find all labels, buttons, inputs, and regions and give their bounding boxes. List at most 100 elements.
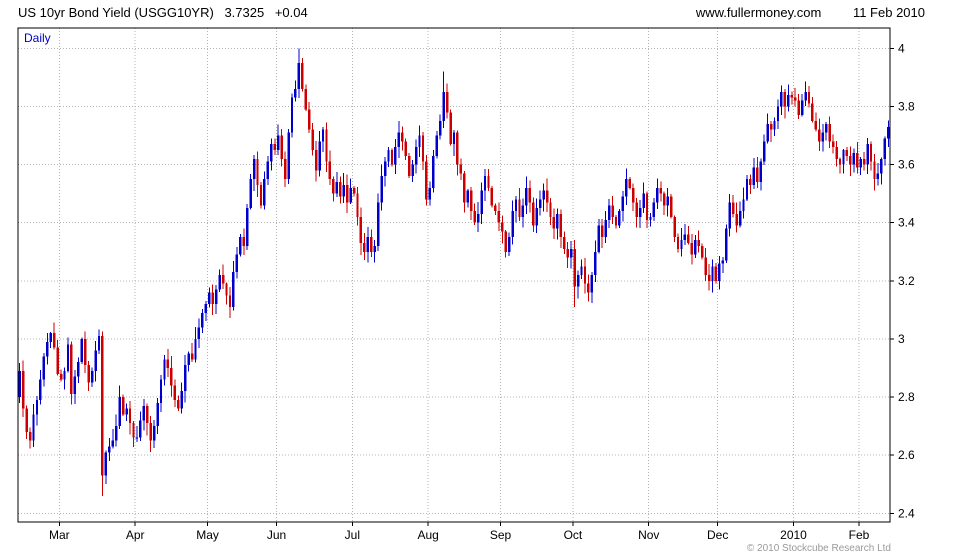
candle-body xyxy=(349,187,352,203)
candle-body xyxy=(597,225,600,252)
candle-body xyxy=(535,208,538,226)
candle-body xyxy=(283,158,287,180)
candle-body xyxy=(638,208,642,217)
candle xyxy=(569,240,573,269)
candle xyxy=(115,414,118,447)
candle xyxy=(532,197,535,233)
candle-body xyxy=(669,196,673,217)
candle xyxy=(590,271,594,303)
candle xyxy=(77,357,80,383)
candle xyxy=(401,126,404,151)
candle xyxy=(449,109,452,146)
candle-body xyxy=(163,359,166,380)
candle-body xyxy=(442,91,445,121)
candle-body xyxy=(859,158,862,168)
candle-body xyxy=(42,356,46,380)
candle-body xyxy=(97,336,101,351)
candle-body xyxy=(80,338,83,363)
candle-body xyxy=(421,135,425,162)
candle xyxy=(352,185,356,197)
candle xyxy=(807,86,811,108)
candle xyxy=(487,169,490,191)
candle xyxy=(466,188,469,208)
candle xyxy=(135,426,139,442)
candle xyxy=(118,385,121,429)
candle xyxy=(825,122,828,141)
candle-body xyxy=(652,202,656,217)
candle-body xyxy=(390,150,394,165)
candle xyxy=(742,187,745,219)
candle xyxy=(204,301,208,322)
candlestick-series xyxy=(18,48,890,496)
candle-body xyxy=(128,408,132,424)
candle-body xyxy=(459,164,463,174)
candle-body xyxy=(483,176,487,191)
candle xyxy=(552,208,556,240)
candle xyxy=(673,215,676,243)
candle xyxy=(111,429,114,449)
candle-body xyxy=(139,420,142,438)
candle xyxy=(435,130,438,159)
candle xyxy=(614,215,618,229)
candle-body xyxy=(411,164,414,177)
candle xyxy=(838,157,842,174)
candle-body xyxy=(52,333,56,348)
candle xyxy=(414,139,418,174)
candle xyxy=(756,156,759,189)
candle-body xyxy=(769,123,773,130)
candle-body xyxy=(487,176,490,188)
candle-body xyxy=(480,190,483,214)
candle xyxy=(242,228,245,255)
candle-body xyxy=(370,237,373,252)
candle-body xyxy=(245,208,249,246)
candle-body xyxy=(628,179,631,188)
candle xyxy=(587,274,590,302)
candle xyxy=(411,160,414,183)
candle-body xyxy=(666,196,669,206)
candle xyxy=(159,374,163,413)
candle-body xyxy=(56,347,59,374)
candle-body xyxy=(883,138,887,159)
candle-body xyxy=(569,248,573,258)
candle-body xyxy=(821,132,824,142)
price-change: +0.04 xyxy=(274,5,308,20)
candle-body xyxy=(831,141,835,148)
candle-body xyxy=(149,423,152,441)
candle xyxy=(783,89,787,119)
y-axis-label: 2.8 xyxy=(898,390,915,404)
candle xyxy=(180,382,183,414)
candle xyxy=(714,263,718,284)
candle-body xyxy=(663,193,666,206)
candle xyxy=(166,348,170,377)
candle xyxy=(800,93,804,117)
candle xyxy=(101,331,104,496)
candle xyxy=(328,150,332,186)
candle-body xyxy=(404,141,407,156)
candle xyxy=(576,270,580,299)
candle-body xyxy=(580,266,583,275)
candle xyxy=(190,343,194,362)
candle xyxy=(538,190,542,216)
candle xyxy=(873,153,876,191)
candle xyxy=(94,341,97,382)
candle-body xyxy=(511,211,514,238)
candle-body xyxy=(214,289,218,305)
candle xyxy=(707,264,711,291)
candle-body xyxy=(449,112,452,145)
candle xyxy=(66,337,70,373)
candle xyxy=(228,287,232,318)
candle-body xyxy=(366,237,370,252)
candle-body xyxy=(352,187,356,194)
candle xyxy=(859,157,862,175)
candle xyxy=(725,224,728,264)
candle xyxy=(583,258,587,294)
candle xyxy=(473,203,476,225)
candle-body xyxy=(118,397,121,427)
chart-title: US 10yr Bond Yield (USGG10YR) 3.7325 +0.… xyxy=(18,5,308,20)
candle-body xyxy=(887,126,890,139)
candle-body xyxy=(797,100,800,116)
candle-body xyxy=(521,205,525,217)
candle-body xyxy=(566,248,569,258)
candle xyxy=(459,158,463,181)
candle xyxy=(573,240,576,307)
